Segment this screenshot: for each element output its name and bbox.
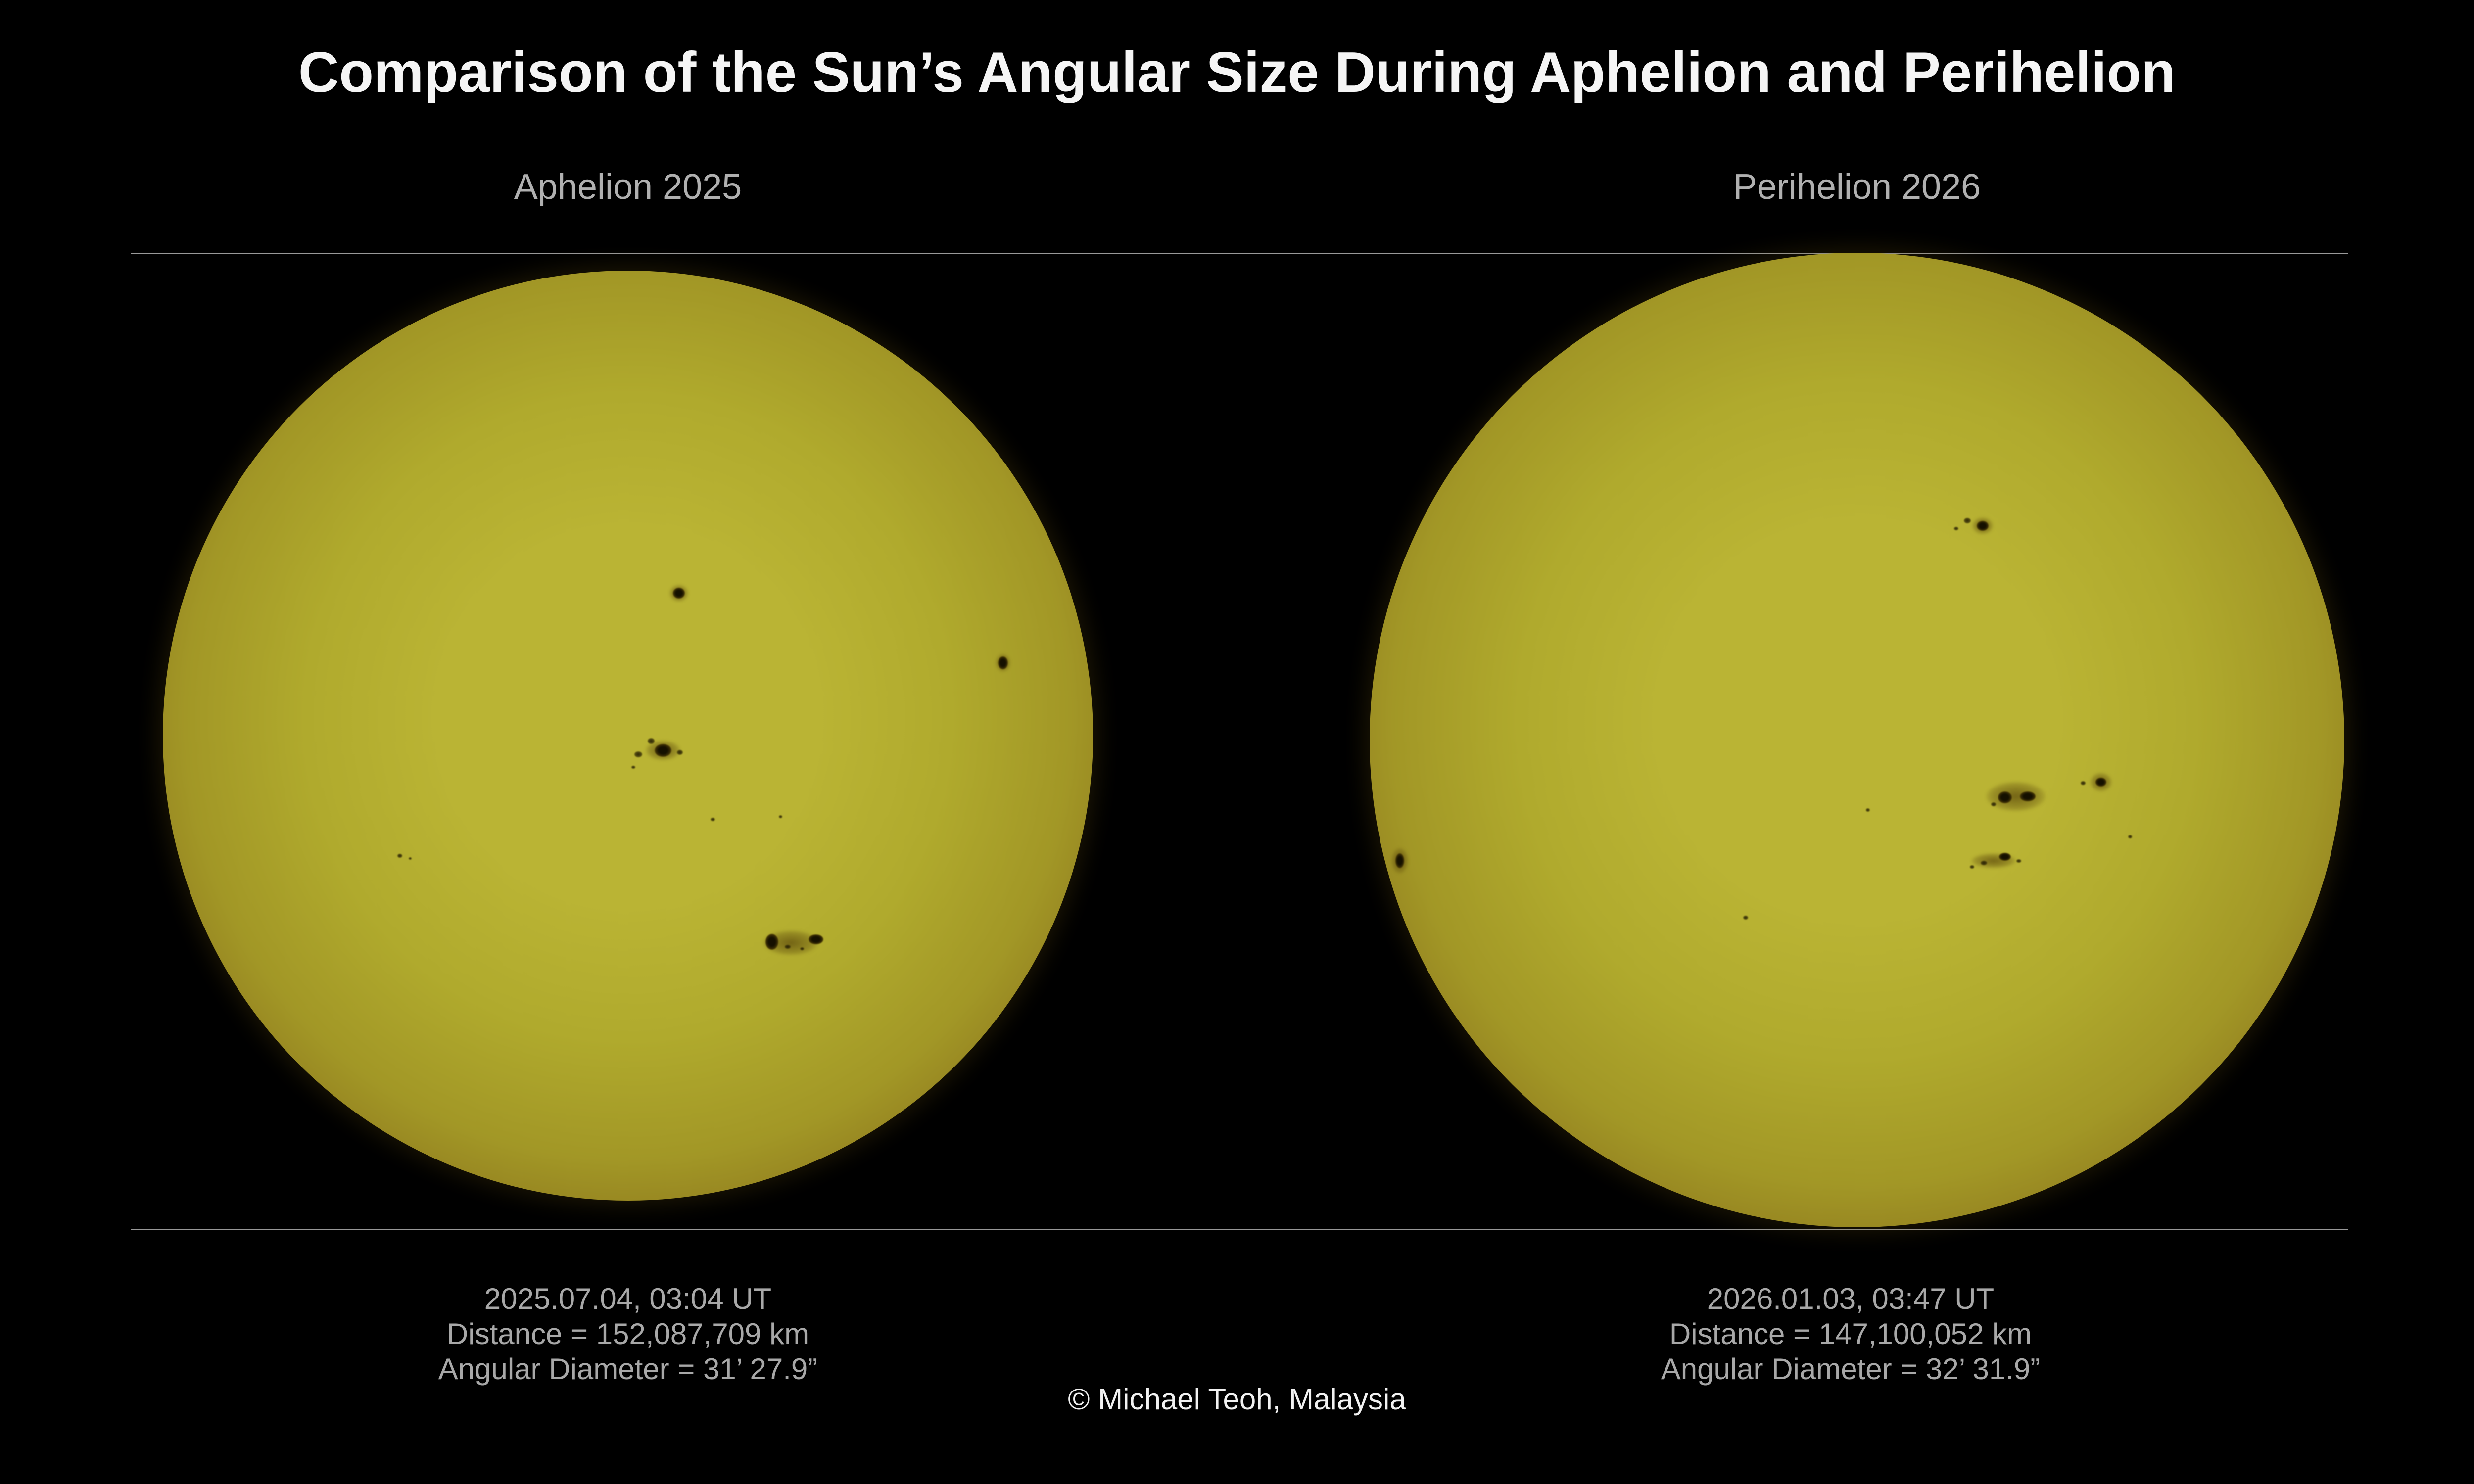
sunspot-dot bbox=[778, 815, 782, 818]
figure-title: Comparison of the Sun’s Angular Size Dur… bbox=[298, 41, 2176, 104]
sunspot-dot bbox=[785, 944, 791, 949]
sunspot-core bbox=[1395, 853, 1405, 869]
sunspot-dot bbox=[409, 857, 412, 860]
sunspot-dot bbox=[631, 765, 636, 769]
caption-angular-diameter: Angular Diameter = 31’ 27.9” bbox=[438, 1352, 818, 1386]
sunspot-dot bbox=[800, 947, 804, 950]
sunspot-core bbox=[765, 934, 779, 950]
sunspot-core bbox=[1998, 791, 2012, 804]
caption-datetime: 2026.01.03, 03:47 UT bbox=[1707, 1282, 1995, 1315]
sunspot-core bbox=[808, 934, 823, 944]
sunspot-dot bbox=[634, 751, 642, 757]
sunspot-penumbra bbox=[1986, 782, 2046, 812]
sunspot-dot bbox=[648, 738, 655, 744]
sunspot-dot bbox=[397, 853, 403, 858]
sunspot-core bbox=[2095, 777, 2106, 787]
sunspot-dot bbox=[677, 749, 683, 755]
sunspot-dot bbox=[1969, 865, 1974, 869]
caption-aphelion: 2025.07.04, 03:04 UT Distance = 152,087,… bbox=[133, 1281, 1123, 1387]
sunspot-core bbox=[1999, 853, 2011, 861]
sunspot-core bbox=[655, 744, 672, 757]
sunspot-dot bbox=[2128, 835, 2132, 838]
sunspot-dot bbox=[1954, 527, 1959, 530]
sunspot-dot bbox=[1991, 802, 1996, 807]
bottom-divider-line bbox=[131, 1229, 2348, 1230]
sunspot-dot bbox=[2081, 781, 2086, 785]
top-divider-line bbox=[131, 253, 2348, 254]
caption-distance: Distance = 147,100,052 km bbox=[1669, 1317, 2032, 1350]
sunspot-dot bbox=[1743, 915, 1749, 920]
sun-disk-perihelion bbox=[1370, 253, 2344, 1227]
caption-angular-diameter: Angular Diameter = 32’ 31.9” bbox=[1661, 1352, 2041, 1386]
sunspot-core bbox=[998, 656, 1008, 670]
sunspot-dot bbox=[1963, 518, 1971, 524]
sunspot-core bbox=[2019, 791, 2036, 802]
sunspot-core bbox=[1977, 520, 1989, 531]
sunspot-dot bbox=[710, 817, 715, 821]
sunspot-dot bbox=[1865, 808, 1870, 812]
copyright-credit: © Michael Teoh, Malaysia bbox=[1068, 1383, 1406, 1416]
caption-distance: Distance = 152,087,709 km bbox=[446, 1317, 809, 1350]
panel-label-aphelion: Aphelion 2025 bbox=[514, 167, 742, 207]
sun-disk-aphelion bbox=[163, 271, 1093, 1201]
caption-datetime: 2025.07.04, 03:04 UT bbox=[484, 1282, 772, 1315]
sunspot-core bbox=[673, 588, 685, 599]
caption-perihelion: 2026.01.03, 03:47 UT Distance = 147,100,… bbox=[1356, 1281, 2345, 1387]
sunspot-dot bbox=[1980, 860, 1987, 865]
sunspot-dot bbox=[2016, 859, 2022, 863]
panel-label-perihelion: Perihelion 2026 bbox=[1733, 167, 1981, 207]
